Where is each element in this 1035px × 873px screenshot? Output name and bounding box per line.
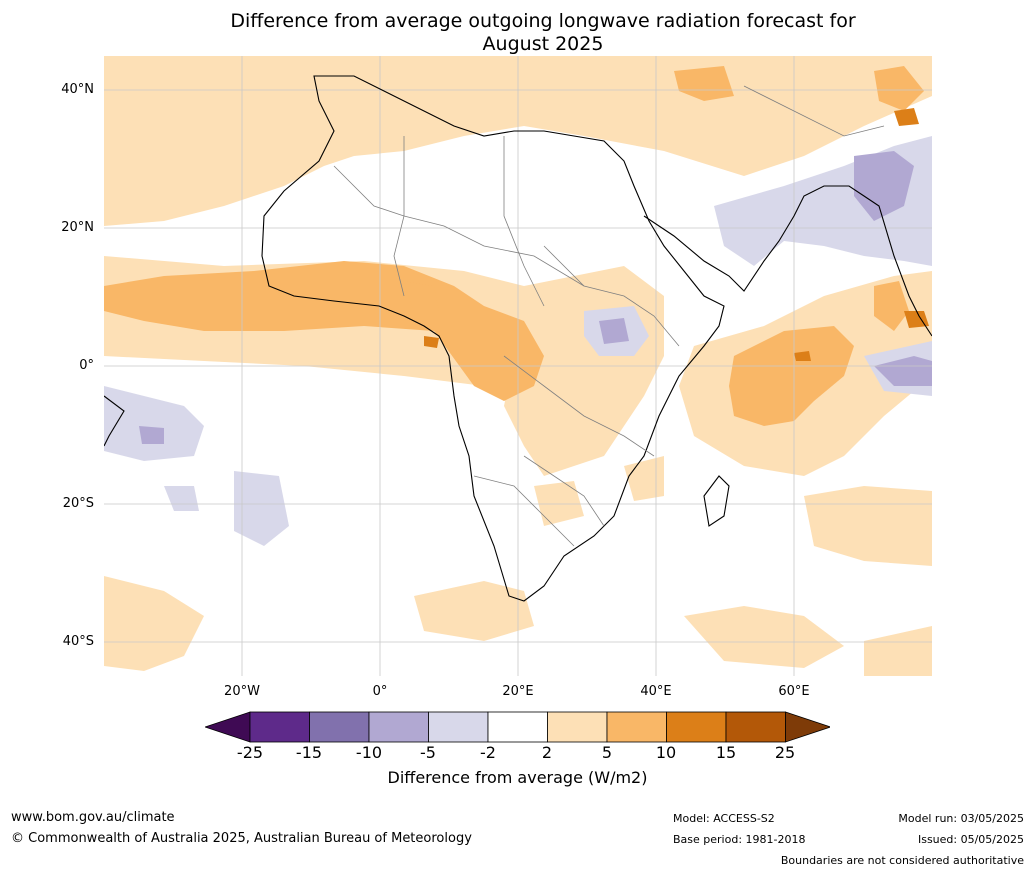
colorbar-segment bbox=[368, 711, 429, 743]
lat-label-40n: 40°N bbox=[61, 82, 94, 97]
footer-model: Model: ACCESS-S2 bbox=[673, 812, 775, 825]
lon-label-20w: 20°W bbox=[224, 684, 260, 699]
colorbar-tick: 25 bbox=[774, 743, 796, 762]
colorbar-segment bbox=[666, 711, 727, 743]
chart-title: Difference from average outgoing longwav… bbox=[0, 10, 1035, 56]
anomaly-map bbox=[104, 56, 932, 676]
lon-label-40e: 40°E bbox=[640, 684, 672, 699]
colorbar-label: Difference from average (W/m2) bbox=[387, 768, 648, 787]
colorbar-tick: -25 bbox=[236, 743, 264, 762]
colorbar-segment bbox=[725, 711, 786, 743]
anomaly-fill-mid-purple bbox=[139, 151, 932, 444]
colorbar-segment bbox=[309, 711, 370, 743]
lon-label-20e: 20°E bbox=[502, 684, 534, 699]
colorbar-segment bbox=[547, 711, 608, 743]
footer-base-period: Base period: 1981-2018 bbox=[673, 833, 806, 846]
lat-label-40s: 40°S bbox=[62, 634, 94, 649]
colorbar-tick: -5 bbox=[420, 743, 436, 762]
title-line-1: Difference from average outgoing longwav… bbox=[230, 10, 856, 32]
lat-label-20n: 20°N bbox=[61, 220, 94, 235]
colorbar-segment bbox=[428, 711, 489, 743]
footer-model-run: Model run: 03/05/2025 bbox=[898, 812, 1024, 825]
coastlines bbox=[104, 75, 932, 602]
colorbar bbox=[205, 711, 830, 743]
colorbar-segment bbox=[249, 711, 310, 743]
colorbar-tick: 15 bbox=[715, 743, 737, 762]
anomaly-fill-dark-orange bbox=[424, 108, 929, 361]
country-borders bbox=[333, 85, 885, 547]
colorbar-tick: 5 bbox=[601, 743, 613, 762]
footer-disclaimer: Boundaries are not considered authoritat… bbox=[780, 854, 1024, 867]
colorbar-tick: -15 bbox=[295, 743, 323, 762]
footer-issued: Issued: 05/05/2025 bbox=[917, 833, 1024, 846]
footer-website: www.bom.gov.au/climate bbox=[11, 810, 175, 825]
anomaly-fill-mid-orange bbox=[104, 66, 924, 426]
title-line-2: August 2025 bbox=[482, 33, 604, 55]
colorbar-tick: 2 bbox=[541, 743, 553, 762]
colorbar-segment bbox=[606, 711, 667, 743]
colorbar-extend-low bbox=[205, 711, 251, 743]
lon-label-0: 0° bbox=[372, 684, 388, 699]
graticule bbox=[104, 56, 932, 676]
lat-label-0: 0° bbox=[79, 358, 94, 373]
colorbar-tick: 10 bbox=[655, 743, 677, 762]
colorbar-segment bbox=[487, 711, 548, 743]
lon-label-60e: 60°E bbox=[778, 684, 810, 699]
colorbar-tick: -10 bbox=[355, 743, 383, 762]
colorbar-tick: -2 bbox=[480, 743, 496, 762]
map-panel bbox=[104, 56, 932, 676]
footer-copyright: © Commonwealth of Australia 2025, Austra… bbox=[11, 831, 472, 846]
lat-label-20s: 20°S bbox=[62, 496, 94, 511]
colorbar-extend-high bbox=[785, 711, 830, 743]
